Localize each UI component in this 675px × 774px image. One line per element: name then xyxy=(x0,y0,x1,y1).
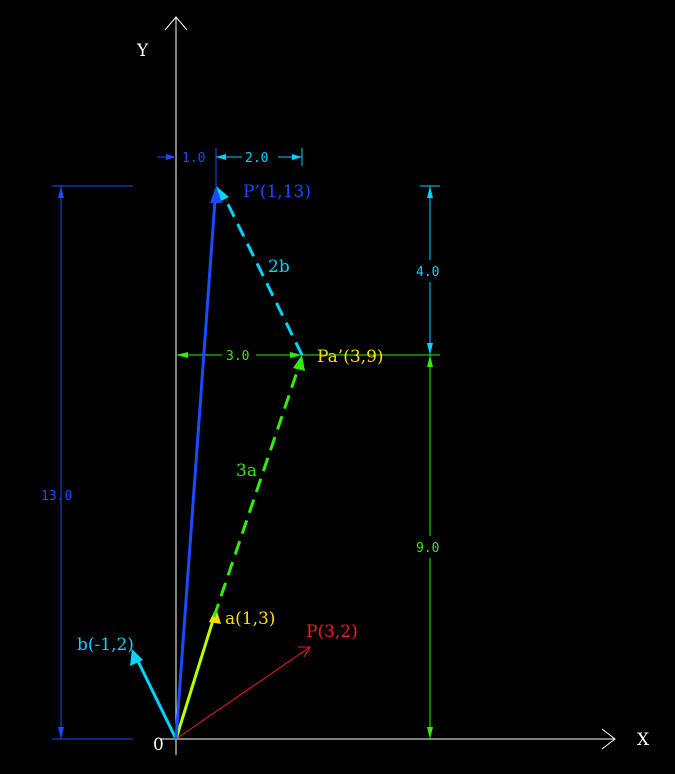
point-a-label: a(1,3) xyxy=(225,609,275,629)
y-axis-label: Y xyxy=(136,41,149,61)
dimension-13: 13.0 xyxy=(41,185,133,740)
dimension-9-label: 9.0 xyxy=(416,541,439,556)
dimension-4: 4.0 xyxy=(416,185,440,355)
vector-2b-label: 2b xyxy=(268,257,290,277)
dimension-2: 2.0 xyxy=(216,148,303,166)
point-p-label: P(3,2) xyxy=(306,622,358,642)
dimension-1-label: 1.0 xyxy=(182,151,205,166)
dimension-13-label: 13.0 xyxy=(41,489,72,504)
point-pa-prime-label: Pa’(3,9) xyxy=(317,347,384,367)
vector-3a-label: 3a xyxy=(236,461,257,481)
point-b-label: b(-1,2) xyxy=(77,635,134,655)
dimension-4-label: 4.0 xyxy=(416,265,439,280)
dimension-2-label: 2.0 xyxy=(245,151,268,166)
vector-p xyxy=(175,646,311,740)
vector-3a xyxy=(212,355,305,618)
dimension-3: 3.0 xyxy=(176,349,302,364)
point-p-prime-label: P’(1,13) xyxy=(243,182,311,202)
x-axis-arrow-icon xyxy=(601,728,616,750)
dimension-1: 1.0 xyxy=(157,148,217,186)
axes: X Y 0 xyxy=(136,16,650,755)
origin-label: 0 xyxy=(153,735,164,755)
dimension-9: 9.0 xyxy=(300,354,440,739)
y-axis-arrow-icon xyxy=(164,16,188,31)
dimension-3-label: 3.0 xyxy=(226,349,249,364)
vector-p-prime xyxy=(174,186,222,740)
vector-b xyxy=(130,649,178,740)
x-axis-label: X xyxy=(637,730,650,750)
